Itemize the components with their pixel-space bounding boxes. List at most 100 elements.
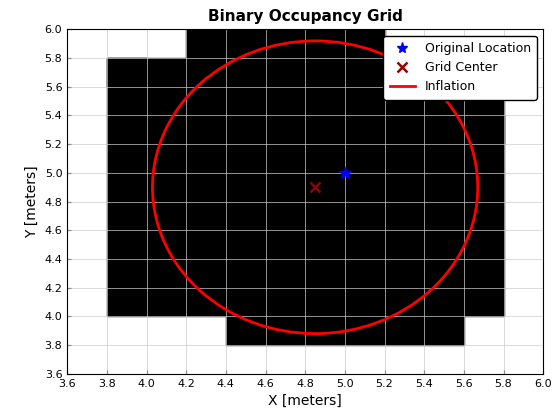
Bar	[345, 173, 385, 202]
Bar	[265, 29, 305, 58]
Bar	[186, 259, 226, 288]
Bar	[226, 173, 265, 202]
Bar	[345, 259, 385, 288]
Bar	[305, 58, 345, 87]
Bar	[186, 230, 226, 259]
Bar	[385, 116, 424, 144]
Bar	[265, 144, 305, 173]
Bar	[147, 173, 186, 202]
Bar	[186, 144, 226, 173]
Bar	[424, 259, 464, 288]
Bar	[107, 87, 147, 116]
Bar	[226, 230, 265, 259]
Bar	[226, 116, 265, 144]
Bar	[305, 87, 345, 116]
Bar	[226, 316, 265, 345]
Title: Binary Occupancy Grid: Binary Occupancy Grid	[208, 9, 403, 24]
Bar	[186, 29, 226, 58]
Bar	[186, 58, 226, 87]
Bar	[265, 316, 305, 345]
Bar	[345, 288, 385, 316]
Bar	[147, 202, 186, 230]
Bar	[186, 116, 226, 144]
Bar	[345, 230, 385, 259]
Bar	[186, 202, 226, 230]
Bar	[345, 29, 385, 58]
Bar	[305, 316, 345, 345]
Bar	[424, 58, 464, 87]
Bar	[305, 202, 345, 230]
Bar	[147, 288, 186, 316]
Bar	[107, 173, 147, 202]
Bar	[464, 173, 503, 202]
Bar	[265, 173, 305, 202]
Bar	[107, 58, 147, 87]
Bar	[385, 173, 424, 202]
Bar	[265, 116, 305, 144]
Bar	[107, 58, 147, 87]
Bar	[424, 116, 464, 144]
Bar	[305, 116, 345, 144]
Bar	[305, 29, 345, 58]
Bar	[226, 288, 265, 316]
Bar	[424, 230, 464, 259]
Bar	[424, 202, 464, 230]
Bar	[424, 288, 464, 316]
Bar	[424, 316, 464, 345]
Bar	[265, 288, 305, 316]
Bar	[226, 259, 265, 288]
Bar	[305, 259, 345, 288]
Bar	[464, 230, 503, 259]
Bar	[147, 58, 186, 87]
Bar	[464, 202, 503, 230]
Bar	[424, 87, 464, 116]
Bar	[464, 116, 503, 144]
Bar	[345, 58, 385, 87]
Bar	[107, 288, 147, 316]
Bar	[345, 87, 385, 116]
X-axis label: X [meters]: X [meters]	[268, 394, 342, 408]
Bar	[464, 259, 503, 288]
Bar	[424, 144, 464, 173]
Bar	[147, 259, 186, 288]
Bar	[305, 173, 345, 202]
Bar	[345, 144, 385, 173]
Bar	[464, 87, 503, 116]
Bar	[345, 202, 385, 230]
Bar	[147, 87, 186, 116]
Bar	[385, 288, 424, 316]
Bar	[107, 259, 147, 288]
Bar	[226, 58, 265, 87]
Bar	[464, 116, 503, 144]
Bar	[385, 58, 424, 87]
Bar	[464, 288, 503, 316]
Bar	[226, 29, 265, 58]
Bar	[107, 116, 147, 144]
Bar	[385, 202, 424, 230]
Bar	[265, 230, 305, 259]
Bar	[226, 144, 265, 173]
Bar	[265, 259, 305, 288]
Bar	[265, 87, 305, 116]
Bar	[345, 316, 385, 345]
Bar	[385, 87, 424, 116]
Bar	[305, 288, 345, 316]
Legend: Original Location, Grid Center, Inflation: Original Location, Grid Center, Inflatio…	[384, 36, 537, 100]
Bar	[385, 144, 424, 173]
Bar	[265, 58, 305, 87]
Bar	[186, 288, 226, 316]
Bar	[424, 173, 464, 202]
Bar	[305, 230, 345, 259]
Bar	[147, 144, 186, 173]
Bar	[107, 202, 147, 230]
Bar	[226, 87, 265, 116]
Bar	[265, 202, 305, 230]
Bar	[385, 230, 424, 259]
Bar	[464, 144, 503, 173]
Bar	[107, 230, 147, 259]
Bar	[147, 116, 186, 144]
Bar	[385, 316, 424, 345]
Bar	[226, 202, 265, 230]
Bar	[107, 144, 147, 173]
Bar	[147, 230, 186, 259]
